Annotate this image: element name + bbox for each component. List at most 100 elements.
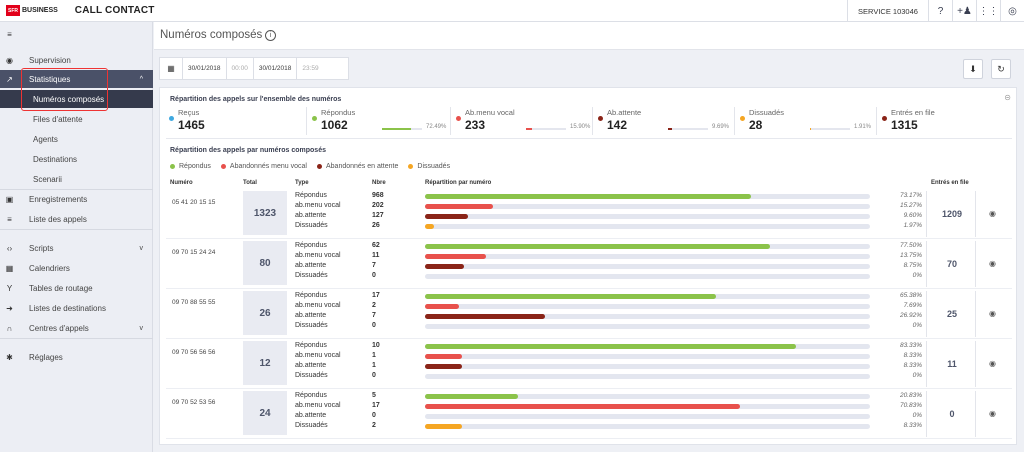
column-divider xyxy=(975,391,976,437)
distribution-bar-fill xyxy=(425,404,741,409)
summary-label: Dissuadés xyxy=(749,108,785,117)
add-user-icon[interactable]: +♟ xyxy=(952,0,976,22)
sidebar-item-supervision[interactable]: ◉ Supervision xyxy=(0,51,153,69)
distribution-bar-fill xyxy=(425,264,464,269)
call-count: 0 xyxy=(372,412,376,419)
distribution-bar-fill xyxy=(425,244,770,249)
sidebar-item-agents[interactable]: Agents xyxy=(0,130,153,148)
call-type-row: Dissuadés 0 0% xyxy=(160,372,1018,382)
distribution-bar-track xyxy=(425,194,870,199)
apps-grid-icon[interactable]: ⋮⋮ xyxy=(976,0,1000,22)
entries-count: 70 xyxy=(946,259,957,269)
sidebar-item-centres-appels[interactable]: ∩ Centres d'appels v xyxy=(0,319,153,337)
info-icon[interactable]: i xyxy=(265,30,276,41)
account-icon[interactable]: ◎ xyxy=(1000,0,1024,22)
phone-number: 09 70 52 53 56 xyxy=(172,399,216,406)
legend-dot-icon xyxy=(220,164,226,169)
sidebar-item-destinations[interactable]: Destinations xyxy=(0,150,153,168)
sidebar-divider xyxy=(0,189,153,190)
call-count: 5 xyxy=(372,392,376,399)
total-count: 1323 xyxy=(243,191,287,235)
time-to-field[interactable]: 23:59 xyxy=(302,65,319,72)
sidebar-item-label: Calendriers xyxy=(29,263,70,273)
collapse-icon[interactable]: ⊝ xyxy=(1004,93,1011,102)
eye-icon[interactable]: ◉ xyxy=(989,209,996,218)
summary-bar-track xyxy=(526,128,566,130)
table-row: 05 41 20 15 15 1323 Répondus 968 73.17% ab.me… xyxy=(160,191,1018,237)
sidebar: ≡ ◉ Supervision ↗ Statistiques ^ Numéros co… xyxy=(0,22,153,452)
call-count: 11 xyxy=(372,252,380,259)
sidebar-item-liste-appels[interactable]: ≡ Liste des appels xyxy=(0,210,153,228)
sidebar-item-label: Statistiques xyxy=(29,74,71,84)
call-count: 968 xyxy=(372,192,384,199)
distribution-percent: 65.38% xyxy=(899,292,922,299)
sidebar-item-reglages[interactable]: ✱ Réglages xyxy=(0,348,153,366)
legend-label: Abandonnés menu vocal xyxy=(229,163,307,170)
sidebar-item-files-attente[interactable]: Files d'attente xyxy=(0,110,153,128)
call-count: 0 xyxy=(372,322,376,329)
sidebar-item-label: Supervision xyxy=(29,55,71,65)
sidebar-item-tables-routage[interactable]: Y Tables de routage xyxy=(0,279,153,297)
distribution-bar-fill xyxy=(425,294,716,299)
calendar-icon[interactable]: ▦ xyxy=(160,58,183,79)
row-divider xyxy=(166,238,1012,239)
distribution-bar-track xyxy=(425,404,870,409)
summary-bar-track xyxy=(810,128,850,130)
sidebar-item-scripts[interactable]: ‹› Scripts v xyxy=(0,239,153,257)
call-type-row: ab.attente 7 26.92% xyxy=(160,312,1018,322)
legend-item: Abandonnés menu vocal xyxy=(220,163,307,170)
call-type-row: Dissuadés 26 1.97% xyxy=(160,222,1018,232)
date-to-field[interactable]: 30/01/2018 xyxy=(254,58,298,79)
distribution-percent: 73.17% xyxy=(899,192,922,199)
distribution-bar-track xyxy=(425,424,870,429)
eye-icon[interactable]: ◉ xyxy=(989,359,996,368)
save-icon: ▣ xyxy=(5,194,14,204)
distribution-bar-fill xyxy=(425,424,463,429)
sidebar-item-enregistrements[interactable]: ▣ Enregistrements xyxy=(0,190,153,208)
call-type-label: Dissuadés xyxy=(295,372,328,379)
distribution-bar-track xyxy=(425,294,870,299)
sidebar-item-numeros-composes[interactable]: Numéros composés xyxy=(0,90,153,108)
call-type-row: Répondus 10 83.33% xyxy=(160,342,1018,352)
download-button[interactable]: ⬇ xyxy=(963,59,983,79)
eye-icon[interactable]: ◉ xyxy=(989,259,996,268)
column-divider xyxy=(926,291,927,337)
column-header-total: Total xyxy=(243,180,257,186)
time-from-field[interactable]: 00:00 xyxy=(227,58,254,79)
call-type-label: Dissuadés xyxy=(295,222,328,229)
entries-count: 0 xyxy=(949,409,955,419)
call-type-row: ab.menu vocal 2 7.69% xyxy=(160,302,1018,312)
column-header-type: Type xyxy=(295,180,309,186)
summary-value: 1062 xyxy=(321,118,348,132)
chevron-down-icon: v xyxy=(139,244,144,252)
call-count: 127 xyxy=(372,212,384,219)
column-divider xyxy=(975,291,976,337)
legend-item: Répondus xyxy=(170,163,211,170)
call-count: 0 xyxy=(372,372,376,379)
legend-label: Répondus xyxy=(179,163,211,170)
call-type-label: Dissuadés xyxy=(295,422,328,429)
status-dot-icon xyxy=(740,116,745,121)
sidebar-item-scenarii[interactable]: Scenarii xyxy=(0,170,153,188)
column-divider xyxy=(926,241,927,287)
eye-icon[interactable]: ◉ xyxy=(989,309,996,318)
sfr-business-logo[interactable]: SFR BUSINESS xyxy=(6,5,58,16)
refresh-button[interactable]: ↻ xyxy=(991,59,1011,79)
sidebar-item-listes-destinations[interactable]: ➜ Listes de destinations xyxy=(0,299,153,317)
sidebar-item-calendriers[interactable]: ▦ Calendriers xyxy=(0,259,153,277)
service-selector[interactable]: SERVICE 103046 xyxy=(847,0,928,22)
date-from-field[interactable]: 30/01/2018 xyxy=(183,58,227,79)
distribution-bar-fill xyxy=(425,224,434,229)
status-dot-icon xyxy=(312,116,317,121)
summary-label: Ab.menu vocal xyxy=(465,108,515,117)
sidebar-item-statistiques[interactable]: ↗ Statistiques ^ xyxy=(0,70,153,88)
sidebar-collapse-button[interactable]: ≡ xyxy=(0,25,153,43)
sidebar-divider xyxy=(0,229,153,230)
gear-icon: ✱ xyxy=(6,352,13,362)
summary-divider xyxy=(734,107,735,135)
routing-icon: Y xyxy=(6,283,13,293)
help-icon[interactable]: ? xyxy=(928,0,952,22)
eye-icon[interactable]: ◉ xyxy=(989,409,996,418)
summary-bar-fill xyxy=(810,128,811,130)
list-icon: ≡ xyxy=(7,214,12,224)
